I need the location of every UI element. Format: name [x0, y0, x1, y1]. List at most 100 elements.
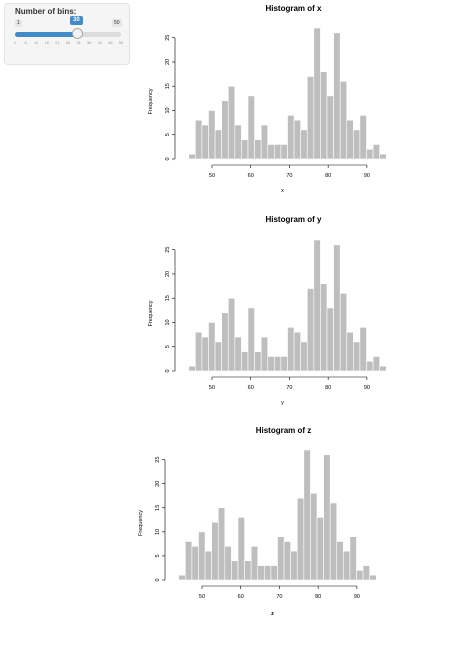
slider-min-label: 1 — [15, 19, 22, 27]
y-tick-label: 0 — [165, 369, 171, 372]
histogram-bar — [323, 454, 331, 581]
x-tick-label: 50 — [199, 594, 205, 600]
y-tick-label: 0 — [165, 157, 171, 160]
sidebar-panel: Number of bins: 1 50 30 1 6 11 16 21 26 31 36 41… — [4, 3, 130, 65]
histogram-bar — [214, 129, 222, 160]
slider-grid-tick: 46 — [108, 40, 113, 45]
y-tick-label: 25 — [165, 35, 171, 41]
x-tick-label: 90 — [364, 385, 370, 391]
histogram-bar — [267, 144, 275, 160]
y-tick-label: 10 — [165, 319, 171, 325]
x-tick-label: 70 — [286, 385, 292, 391]
histogram-bar — [369, 574, 377, 581]
histogram-bar — [195, 119, 203, 160]
histogram-bar — [191, 545, 199, 581]
histogram-bar — [333, 32, 341, 160]
histogram-bar — [320, 283, 328, 372]
histogram-bar — [343, 550, 351, 581]
x-axis-label: y — [281, 400, 284, 406]
slider-grid-tick: 1 — [13, 40, 17, 45]
histogram-bar — [188, 365, 196, 372]
slider-grid-tick: 11 — [34, 40, 39, 45]
histogram-bar — [353, 341, 361, 372]
histogram-bar — [326, 307, 334, 372]
histogram-bar — [185, 541, 193, 581]
histogram-bar — [221, 100, 229, 160]
histogram-bar — [270, 565, 278, 581]
slider-max-label: 50 — [112, 19, 122, 27]
x-tick-label: 80 — [315, 594, 321, 600]
x-tick-label: 60 — [238, 594, 244, 600]
histogram-bar — [316, 517, 324, 581]
x-tick-label: 90 — [364, 173, 370, 179]
slider-grid-tick: 41 — [97, 40, 103, 45]
y-axis-label: Frequency — [148, 300, 154, 326]
histogram-bar — [339, 81, 348, 160]
chart-title: Histogram of x — [265, 4, 322, 13]
y-tick-label: 5 — [155, 554, 161, 557]
histogram-bar — [300, 341, 308, 372]
histogram-bar — [277, 536, 285, 581]
histogram-bar — [287, 327, 295, 372]
histogram-bar — [326, 95, 334, 160]
histogram-bar — [306, 76, 315, 160]
histogram-bar — [234, 336, 242, 372]
histogram-bar — [287, 115, 295, 160]
histogram-bar — [227, 85, 236, 160]
histogram-bar — [359, 327, 367, 372]
histogram-bar — [241, 351, 249, 372]
histogram-bar — [303, 449, 311, 581]
slider-grid-tick: 26 — [65, 40, 71, 45]
histogram-bar — [214, 341, 222, 372]
histogram-bar — [362, 565, 370, 581]
histogram-bar — [188, 153, 196, 160]
histogram-bar — [310, 493, 318, 581]
histogram-bar — [208, 110, 216, 160]
slider-grid-tick: 50 — [118, 40, 124, 45]
x-tick-label: 70 — [276, 594, 282, 600]
histogram-bar — [320, 71, 328, 160]
histogram-bar — [274, 356, 282, 372]
histogram-bar — [313, 239, 321, 372]
histogram-bar — [336, 541, 344, 581]
bins-slider-fill — [15, 32, 78, 37]
histogram-bar — [346, 119, 354, 160]
histogram-bar — [313, 27, 321, 160]
bins-slider-track[interactable] — [15, 32, 121, 37]
histogram-bar — [264, 565, 272, 581]
chart-title: Histogram of y — [265, 215, 322, 224]
y-tick-label: 5 — [165, 345, 171, 348]
histogram-bar — [372, 144, 380, 160]
histogram-bar — [244, 560, 252, 581]
histogram-bar — [178, 574, 186, 581]
histogram-bar — [260, 124, 269, 160]
histogram-bar — [346, 331, 354, 372]
x-tick-label: 50 — [209, 385, 215, 391]
bins-slider-handle[interactable] — [72, 28, 84, 39]
histogram-bar — [300, 129, 308, 160]
histogram-bar — [353, 129, 361, 160]
histogram-bar — [296, 497, 305, 581]
histogram-bar — [208, 322, 216, 372]
histogram-bar — [379, 365, 387, 372]
histogram-bar — [204, 550, 212, 581]
histogram-bar — [293, 331, 301, 372]
histogram-bar — [257, 565, 265, 581]
y-tick-label: 10 — [165, 107, 171, 113]
histogram-bar — [267, 356, 275, 372]
histogram-bar — [339, 293, 348, 372]
histogram-bar — [306, 288, 315, 372]
y-tick-label: 15 — [155, 505, 161, 511]
histogram-bar — [366, 360, 374, 372]
y-tick-label: 20 — [155, 481, 161, 487]
x-tick-label: 60 — [248, 173, 254, 179]
histogram-bar — [349, 536, 357, 581]
y-tick-label: 20 — [165, 271, 171, 277]
histogram-bar — [201, 124, 209, 160]
histogram-bar — [290, 550, 298, 581]
histogram-bar — [201, 336, 209, 372]
y-axis-label: Frequency — [148, 88, 154, 114]
x-tick-label: 70 — [286, 173, 292, 179]
slider-grid-tick: 21 — [55, 40, 60, 45]
